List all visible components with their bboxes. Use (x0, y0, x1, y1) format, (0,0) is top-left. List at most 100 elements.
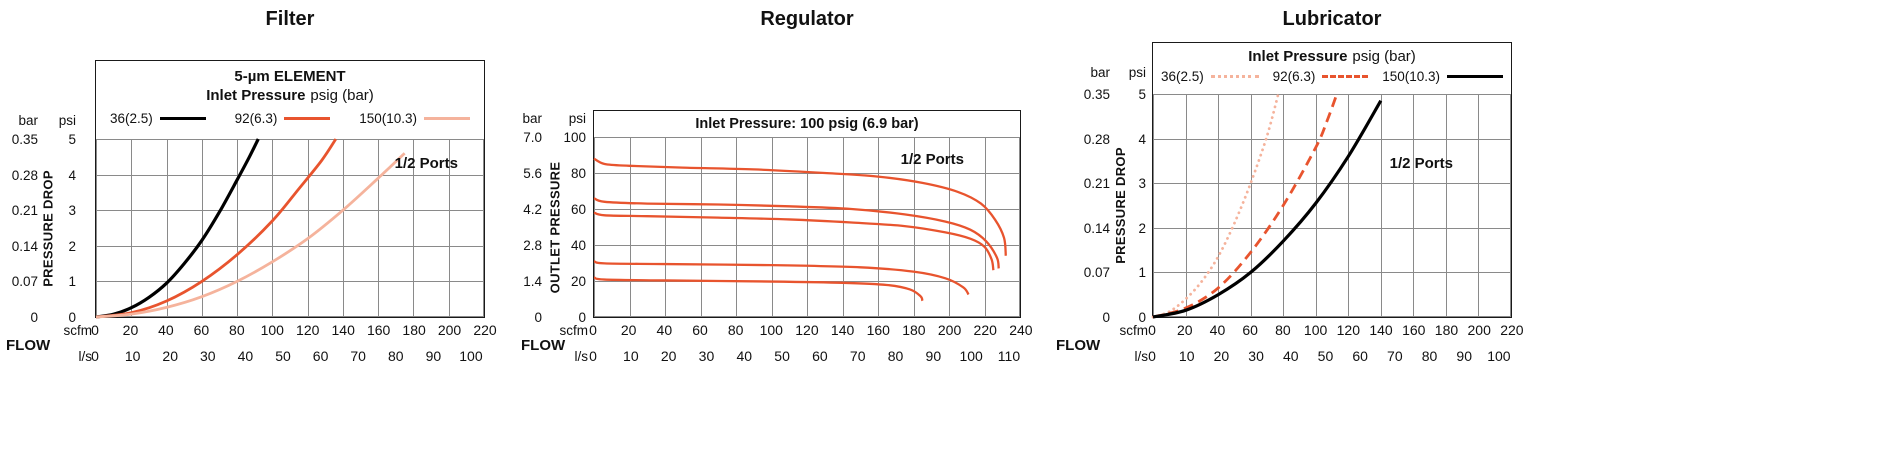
lubricator-legend: Inlet Pressure psig (bar) 36(2.5) 92(6.3)… (1153, 43, 1511, 94)
lubricator-curve-36(2.5) (1151, 92, 1280, 319)
tick-label: 0.21 (1083, 176, 1110, 192)
regulator-curve-set-point-64 (593, 197, 1000, 269)
tick-label: 0.35 (1083, 87, 1110, 102)
legend-label: 36(2.5) (1161, 69, 1204, 84)
tick-label: 4 (1138, 131, 1146, 147)
regulator-plot-area: Inlet Pressure: 100 psig (6.9 bar) 1/2 P… (593, 110, 1021, 318)
regulator-scfm-tick-row: 0 20 40 60 80 100 120 140 160 180 200 220 240 (589, 322, 1033, 338)
legend-label: 150(10.3) (1382, 69, 1440, 84)
filter-inlet-pressure-heading: Inlet Pressure psig (bar) (206, 87, 374, 104)
inlet-pressure-units: psig (bar) (310, 87, 374, 104)
lubricator-half-ports-label: 1/2 Ports (1389, 155, 1453, 172)
dashed-orange-line-swatch (1322, 75, 1369, 78)
tick-label: 5 (68, 132, 76, 147)
inlet-pressure-text: Inlet Pressure (206, 87, 306, 104)
tick-label: 1.4 (523, 274, 542, 289)
tick-label: 0 (534, 310, 542, 325)
lubricator-bar-tick-column: 0.35 0.28 0.21 0.14 0.07 0 (1072, 86, 1110, 327)
filter-half-ports-label: 1/2 Ports (394, 155, 458, 172)
lubricator-inlet-pressure-heading: Inlet Pressure psig (bar) (1248, 48, 1416, 65)
tick-label: 100 (563, 130, 586, 145)
regulator-chart-title: Regulator (760, 8, 854, 30)
filter-legend-item-92: 92(6.3) (235, 111, 331, 126)
filter-scfm-unit-label: scfm (63, 323, 93, 338)
tick-label: 0.35 (11, 132, 38, 147)
legend-label: 92(6.3) (234, 111, 278, 126)
lubricator-plot-area: Inlet Pressure psig (bar) 36(2.5) 92(6.3)… (1151, 42, 1512, 319)
filter-legend: 5-µm ELEMENT Inlet Pressure psig (bar) 36… (96, 61, 484, 139)
lubricator-legend-item-36: 36(2.5) (1161, 69, 1259, 84)
lubricator-scfm-tick-row: 0 20 40 60 80 100 120 140 160 180 200 220 (1148, 322, 1524, 338)
lubricator-curve-92(6.3) (1152, 93, 1339, 319)
filter-grid-svg (95, 138, 484, 319)
lubricator-psi-tick-column: 5 4 3 2 1 0 (1120, 86, 1146, 327)
filter-legend-item-150: 150(10.3) (359, 111, 470, 126)
solid-orange-line-swatch (284, 117, 331, 120)
lubricator-grid-svg (1151, 92, 1511, 319)
filter-scfm-tick-row: 0 20 40 60 80 100 120 140 160 180 200 220 (91, 322, 497, 338)
filter-y-axis-label: PRESSURE DROP (40, 170, 56, 287)
regulator-curve-set-point-30 (593, 260, 970, 296)
regulator-psi-tick-column: 100 80 60 40 20 0 (548, 129, 586, 327)
regulator-scfm-unit-label: scfm (559, 323, 589, 338)
regulator-half-ports-label: 1/2 Ports (900, 151, 964, 168)
lubricator-y-axis-label: PRESSURE DROP (1113, 147, 1128, 264)
tick-label: 60 (570, 202, 586, 217)
regulator-y-axis-label: OUTLET PRESSURE (547, 161, 563, 294)
tick-label: 20 (570, 274, 586, 289)
regulator-curve-set-point-56 (593, 211, 995, 271)
tick-label: 3 (1138, 176, 1146, 192)
filter-curve-150(10.3) (95, 152, 406, 319)
tick-label: 7.0 (523, 130, 542, 145)
tick-label: 4 (68, 167, 76, 183)
filter-ls-tick-row: 0 10 20 30 40 50 60 70 80 90 100 (91, 348, 483, 364)
regulator-ls-tick-row: 0 10 20 30 40 50 60 70 80 90 100 110 (589, 348, 1021, 364)
filter-chart-title: Filter (265, 8, 315, 30)
filter-legend-row: 36(2.5) 92(6.3) 150(10.3) (96, 111, 484, 126)
filter-flow-label: FLOW (6, 337, 51, 354)
inlet-pressure-units: psig (bar) (1352, 48, 1416, 65)
tick-label: 2.8 (523, 238, 542, 253)
tick-label: 0 (1102, 309, 1110, 325)
regulator-bar-tick-column: 7.0 5.6 4.2 2.8 1.4 0 (504, 129, 542, 327)
regulator-flow-label: FLOW (521, 337, 566, 354)
lubricator-flow-label: FLOW (1056, 337, 1101, 354)
filter-legend-item-36: 36(2.5) (110, 111, 206, 126)
lubricator-legend-item-150: 150(10.3) (1382, 69, 1503, 84)
lubricator-curve-150(10.3) (1152, 99, 1383, 319)
solid-black-line-swatch (159, 117, 206, 120)
filter-curve-36(2.5) (95, 138, 260, 319)
solid-black-line-swatch (1446, 75, 1503, 78)
regulator-ls-unit-label: l/s (574, 349, 589, 364)
legend-label: 36(2.5) (110, 111, 153, 126)
dotted-salmon-line-swatch (1210, 75, 1259, 78)
inlet-pressure-text: Inlet Pressure (1248, 48, 1348, 65)
tick-label: 80 (570, 166, 586, 181)
filter-ls-unit-label: l/s (78, 349, 93, 364)
filter-element-label: 5-µm ELEMENT (234, 68, 346, 85)
tick-label: 0.21 (11, 203, 38, 219)
regulator-psi-axis-header: psi (568, 111, 586, 126)
tick-label: 5.6 (523, 166, 542, 181)
lubricator-psi-axis-header: psi (1128, 65, 1146, 80)
tick-label: 0.14 (1083, 220, 1110, 236)
tick-label: 1 (68, 274, 76, 290)
lubricator-chart-title: Lubricator (1282, 8, 1382, 30)
tick-label: 0.28 (1083, 131, 1110, 147)
regulator-bar-axis-header: bar (522, 111, 542, 126)
lubricator-ls-tick-row: 0 10 20 30 40 50 60 70 80 90 100 (1148, 348, 1511, 364)
tick-label: 5 (1138, 87, 1146, 102)
tick-label: 0.14 (11, 238, 38, 254)
tick-label: 4.2 (523, 202, 542, 217)
lubricator-scfm-unit-label: scfm (1119, 323, 1149, 338)
legend-label: 150(10.3) (359, 111, 417, 126)
lubricator-legend-row: 36(2.5) 92(6.3) 150(10.3) (1153, 69, 1511, 84)
lubricator-ls-unit-label: l/s (1134, 349, 1149, 364)
regulator-curve-set-point-21 (593, 276, 924, 302)
legend-label: 92(6.3) (1272, 69, 1316, 84)
tick-label: 2 (1138, 220, 1146, 236)
lubricator-legend-item-92: 92(6.3) (1273, 69, 1369, 84)
filter-curve-92(6.3) (95, 138, 338, 319)
filter-psi-tick-column: 5 4 3 2 1 0 (50, 131, 76, 327)
